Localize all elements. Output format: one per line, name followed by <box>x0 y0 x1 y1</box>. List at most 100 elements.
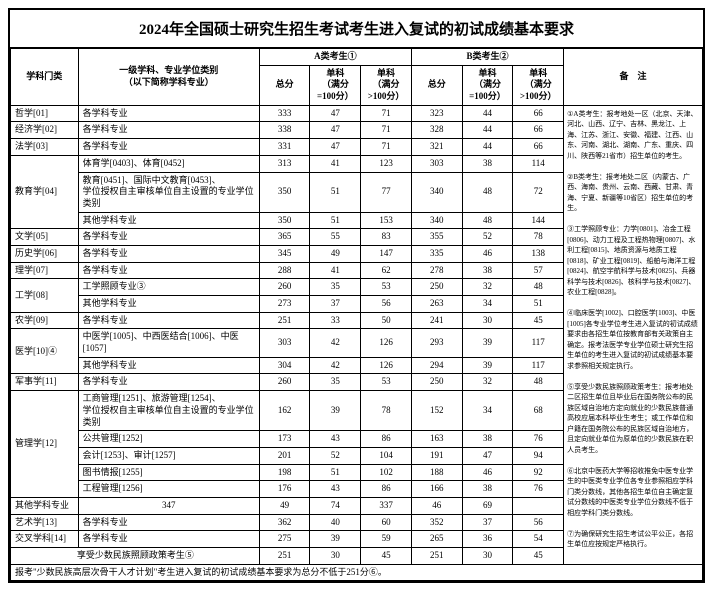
score-cell: 52 <box>462 229 513 246</box>
score-cell: 250 <box>411 374 462 391</box>
header-b-s100: 单科 （满分=100分） <box>462 65 513 105</box>
score-cell: 251 <box>259 312 310 329</box>
score-cell: 355 <box>411 229 462 246</box>
score-cell: 45 <box>361 548 412 565</box>
category-cell: 交叉学科[14] <box>11 531 79 548</box>
score-cell: 53 <box>361 279 412 296</box>
score-cell: 260 <box>259 374 310 391</box>
score-cell: 49 <box>310 245 361 262</box>
score-cell: 34 <box>462 296 513 313</box>
score-cell: 201 <box>259 447 310 464</box>
score-cell: 260 <box>259 279 310 296</box>
score-cell: 138 <box>513 245 564 262</box>
score-cell: 71 <box>361 139 412 156</box>
score-cell: 66 <box>513 139 564 156</box>
category-cell: 管理学[12] <box>11 391 79 498</box>
score-cell: 76 <box>513 481 564 498</box>
score-cell: 147 <box>361 245 412 262</box>
score-cell: 40 <box>310 514 361 531</box>
category-cell: 法学[03] <box>11 139 79 156</box>
score-cell: 278 <box>411 262 462 279</box>
score-cell: 39 <box>310 531 361 548</box>
category-cell: 工学[08] <box>11 279 79 312</box>
score-cell: 173 <box>259 431 310 448</box>
score-cell: 36 <box>462 531 513 548</box>
major-cell: 各学科专业 <box>78 122 259 139</box>
category-cell: 医学[10]④ <box>11 329 79 374</box>
score-cell: 42 <box>310 357 361 374</box>
page-title: 2024年全国硕士研究生招生考试考生进入复试的初试成绩基本要求 <box>10 10 703 48</box>
score-cell: 94 <box>513 447 564 464</box>
score-cell: 37 <box>310 296 361 313</box>
score-cell: 35 <box>310 279 361 296</box>
major-cell: 各学科专业 <box>78 139 259 156</box>
score-cell: 365 <box>259 229 310 246</box>
score-cell: 41 <box>310 262 361 279</box>
score-cell: 38 <box>462 481 513 498</box>
score-cell: 66 <box>513 105 564 122</box>
score-cell: 191 <box>411 447 462 464</box>
score-cell: 338 <box>259 122 310 139</box>
score-cell: 44 <box>462 139 513 156</box>
category-cell: 理学[07] <box>11 262 79 279</box>
score-cell: 51 <box>513 296 564 313</box>
score-cell: 68 <box>513 391 564 431</box>
major-cell: 各学科专业 <box>78 374 259 391</box>
major-cell: 会计[1253]、审计[1257] <box>78 447 259 464</box>
major-cell: 各学科专业 <box>78 262 259 279</box>
score-cell: 39 <box>462 357 513 374</box>
score-cell: 39 <box>462 329 513 357</box>
major-cell: 各学科专业 <box>78 105 259 122</box>
score-cell: 144 <box>513 212 564 229</box>
category-cell: 经济学[02] <box>11 122 79 139</box>
score-cell: 340 <box>411 172 462 212</box>
score-cell: 345 <box>259 245 310 262</box>
score-cell: 335 <box>411 245 462 262</box>
score-cell: 350 <box>259 172 310 212</box>
score-cell: 35 <box>310 374 361 391</box>
category-cell: 哲学[01] <box>11 105 79 122</box>
score-cell: 37 <box>462 514 513 531</box>
score-cell: 38 <box>462 431 513 448</box>
table-body: 哲学[01]各学科专业33347713234466①A类考生：报考地处一区（北京… <box>11 105 703 564</box>
major-cell: 各学科专业 <box>78 312 259 329</box>
category-cell: 艺术学[13] <box>11 514 79 531</box>
major-cell: 各学科专业 <box>78 514 259 531</box>
major-cell: 公共管理[1252] <box>78 431 259 448</box>
score-cell: 166 <box>411 481 462 498</box>
score-cell: 86 <box>361 431 412 448</box>
score-cell: 32 <box>462 374 513 391</box>
score-cell: 45 <box>513 312 564 329</box>
score-cell: 86 <box>361 481 412 498</box>
score-cell: 66 <box>513 122 564 139</box>
score-table: 学科门类 一级学科、专业学位类别 （以下简称学科专业） A类考生① B类考生② … <box>10 48 703 581</box>
score-cell: 47 <box>310 122 361 139</box>
score-cell: 265 <box>411 531 462 548</box>
score-cell: 46 <box>462 245 513 262</box>
score-cell: 117 <box>513 329 564 357</box>
major-cell: 其他学科专业 <box>78 296 259 313</box>
score-cell: 303 <box>411 155 462 172</box>
table-header: 学科门类 一级学科、专业学位类别 （以下简称学科专业） A类考生① B类考生② … <box>11 49 703 106</box>
score-cell: 51 <box>310 464 361 481</box>
score-cell: 288 <box>259 262 310 279</box>
page-container: 2024年全国硕士研究生招生考试考生进入复试的初试成绩基本要求 学科门类 一级学… <box>8 8 705 583</box>
score-cell: 352 <box>411 514 462 531</box>
score-cell: 44 <box>462 105 513 122</box>
score-cell: 47 <box>462 447 513 464</box>
score-cell: 46 <box>462 464 513 481</box>
score-cell: 162 <box>259 391 310 431</box>
score-cell: 71 <box>361 105 412 122</box>
score-cell: 152 <box>411 391 462 431</box>
score-cell: 57 <box>513 262 564 279</box>
score-cell: 251 <box>411 548 462 565</box>
major-cell: 其他学科专业 <box>78 357 259 374</box>
category-cell: 教育学[04] <box>11 155 79 228</box>
major-cell: 各学科专业 <box>78 229 259 246</box>
score-cell: 32 <box>462 279 513 296</box>
score-cell: 56 <box>361 296 412 313</box>
header-b-sover: 单科 （满分>100分） <box>513 65 564 105</box>
score-cell: 294 <box>411 357 462 374</box>
score-cell: 251 <box>259 548 310 565</box>
score-cell: 30 <box>462 548 513 565</box>
